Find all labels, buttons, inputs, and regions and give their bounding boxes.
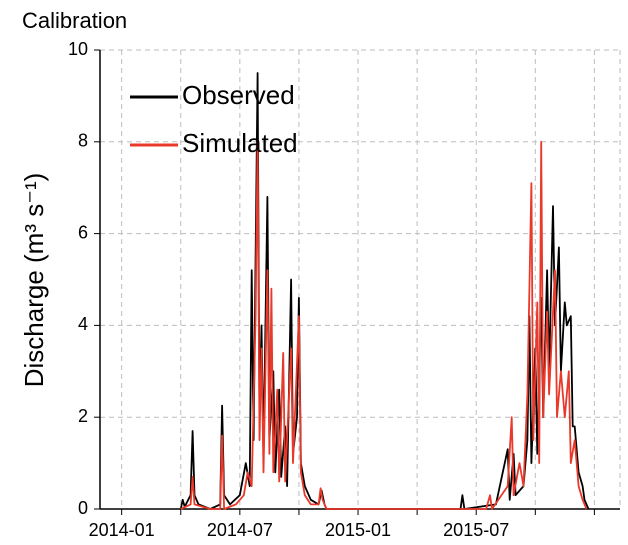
y-tick-label: 10: [68, 39, 88, 59]
data-line: [179, 72, 590, 510]
data-line: [180, 140, 588, 510]
y-tick-label: 6: [78, 222, 88, 242]
legend-label: Simulated: [182, 128, 298, 158]
chart-title: Calibration: [22, 8, 127, 33]
y-tick-label: 0: [78, 498, 88, 518]
legend-label: Observed: [182, 80, 295, 110]
x-tick-label: 2014-07: [207, 520, 273, 540]
x-tick-label: 2014-01: [89, 520, 155, 540]
y-axis-label: Discharge (m³ s⁻¹): [19, 173, 49, 388]
x-tick-label: 2015-07: [443, 520, 509, 540]
x-tick-label: 2015-01: [325, 520, 391, 540]
y-tick-label: 8: [78, 131, 88, 151]
y-tick-label: 4: [78, 314, 88, 334]
y-tick-label: 2: [78, 406, 88, 426]
